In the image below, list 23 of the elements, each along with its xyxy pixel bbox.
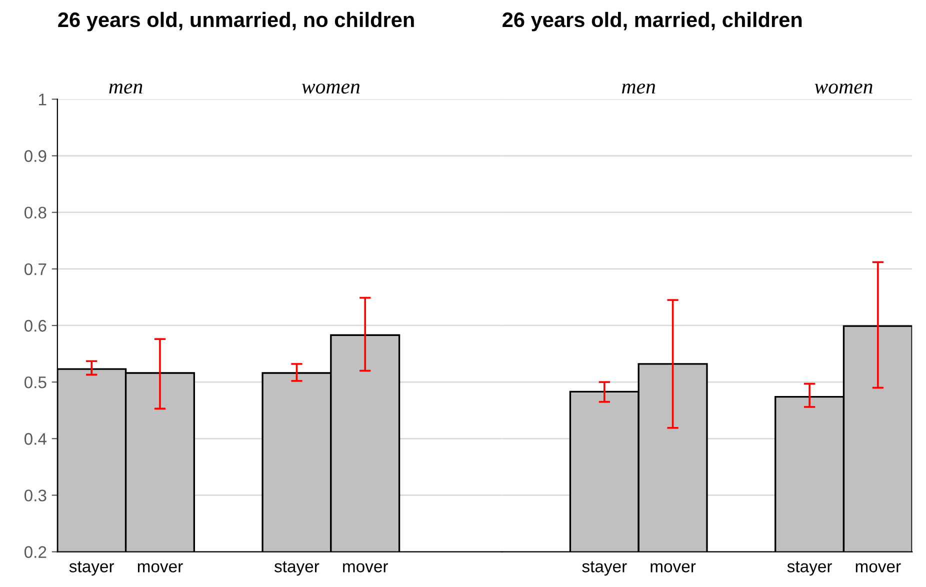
- x-tick-label: mover: [343, 563, 388, 572]
- y-tick-label: 0.7: [24, 263, 46, 276]
- chart-title: 26 years old, unmarried, no children: [58, 12, 414, 32]
- x-tick-label: mover: [138, 563, 183, 572]
- y-tick-label: 0.9: [24, 150, 46, 162]
- text: women: [814, 84, 872, 94]
- x-tick-label: stayer: [787, 561, 832, 576]
- y-tick-label: 0.6: [24, 320, 46, 332]
- y-tick-label: 0.3: [24, 490, 46, 502]
- x-tick-label: stayer: [69, 561, 114, 576]
- y-tick-label: 0.8: [24, 206, 46, 219]
- y-tick-label: 0.4: [24, 433, 47, 445]
- text: men: [622, 84, 656, 94]
- x-tick-label: mover: [856, 563, 901, 572]
- chart-title: 26 years old, married, children: [502, 12, 802, 32]
- text: men: [109, 84, 142, 94]
- y-tick-label: 0.2: [24, 546, 46, 558]
- x-tick-label: stayer: [582, 561, 627, 576]
- x-tick-label: stayer: [274, 561, 320, 576]
- x-tick-label: mover: [650, 563, 696, 572]
- text: women: [302, 84, 360, 94]
- y-tick-label: 1: [39, 94, 46, 106]
- y-tick-label: 0.5: [24, 376, 46, 388]
